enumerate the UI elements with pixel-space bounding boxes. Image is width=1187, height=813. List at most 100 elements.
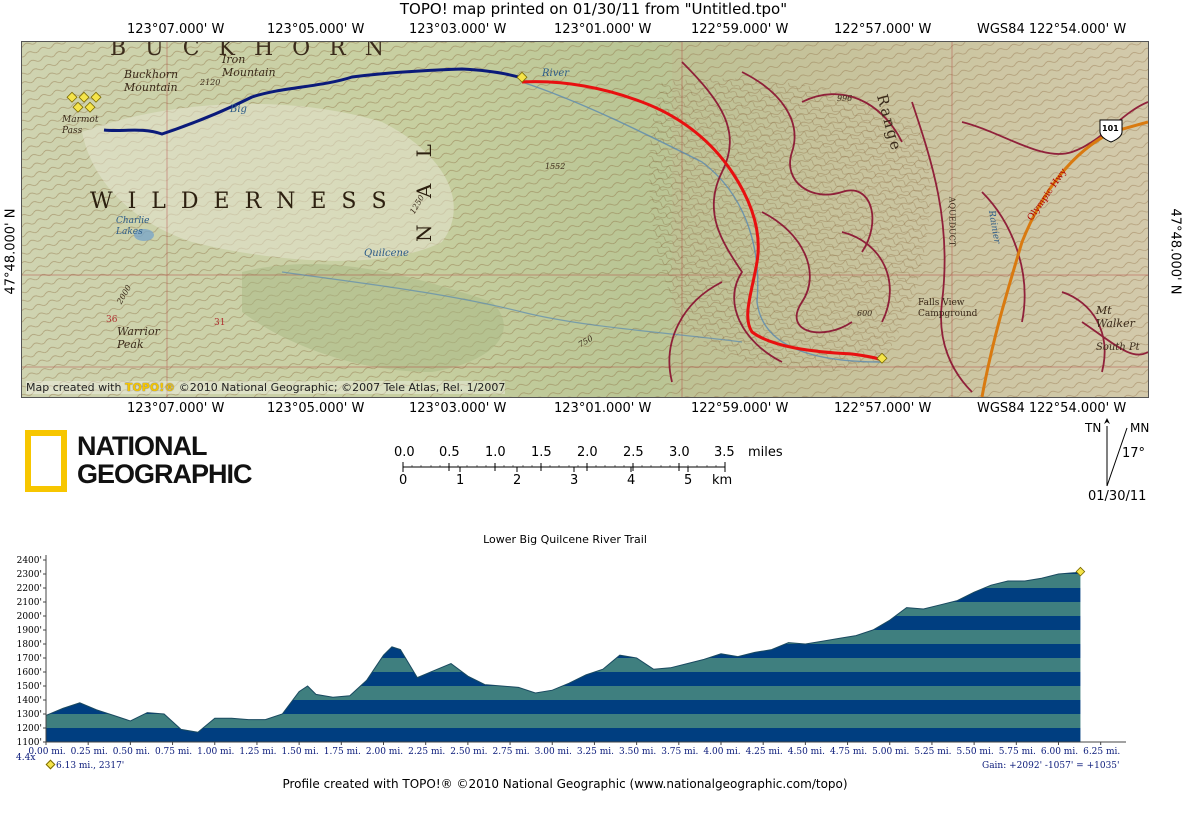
declination-value: 17° bbox=[1122, 446, 1146, 461]
profile-area bbox=[46, 571, 1081, 742]
elevation-band bbox=[46, 658, 1081, 672]
elevation-band bbox=[46, 571, 1081, 574]
x-tick-label: 1.50 mi. bbox=[282, 747, 319, 757]
y-tick-label: 1300' bbox=[17, 710, 42, 720]
profile-end-marker bbox=[1075, 566, 1086, 577]
map-label-south-pt: South Pt bbox=[1096, 342, 1140, 353]
magnetic-north-label: MN bbox=[1130, 421, 1150, 435]
map-label-elev-36: 36 bbox=[106, 315, 118, 325]
x-tick-label: 4.25 mi. bbox=[746, 747, 783, 757]
x-tick-label: 3.50 mi. bbox=[619, 747, 656, 757]
coord-bottom-4: 122°59.000' W bbox=[691, 401, 789, 416]
ng-yellow-border-icon bbox=[25, 430, 67, 492]
x-tick-label: 5.75 mi. bbox=[999, 747, 1036, 757]
coord-top-3: 123°01.000' W bbox=[554, 22, 652, 37]
elevation-band bbox=[46, 602, 1081, 616]
scale-miles-6: 3.0 bbox=[669, 445, 690, 460]
scale-miles-unit: miles bbox=[748, 445, 783, 460]
map-label-tunnel: Quilcene bbox=[364, 248, 409, 259]
x-tick-label: 0.00 mi. bbox=[28, 747, 65, 757]
y-tick-label: 1800' bbox=[17, 640, 42, 650]
scale-km-3: 3 bbox=[570, 473, 579, 488]
coord-bottom-2: 123°03.000' W bbox=[409, 401, 507, 416]
elevation-profile-chart[interactable]: 1100' 1200' 1300' 1400' 1500' 1600' 1700' 1800'… bbox=[0, 545, 1187, 775]
scale-miles-7: 3.5 bbox=[714, 445, 735, 460]
y-tick-label: 2000' bbox=[17, 612, 42, 622]
map-label-buckhorn: B U C K H O R N bbox=[110, 41, 390, 61]
elevation-band bbox=[46, 616, 1081, 630]
y-tick-label: 2300' bbox=[17, 570, 42, 580]
x-tick-label: 0.75 mi. bbox=[155, 747, 192, 757]
scale-bar: 0.0 0.5 1.0 1.5 2.0 2.5 3.0 3.5 miles 0 … bbox=[385, 445, 785, 493]
coord-top-1: 123°05.000' W bbox=[267, 22, 365, 37]
topo-map[interactable]: B U C K H O R N W I L D E R N E S S Buck… bbox=[21, 41, 1149, 398]
x-tick-label: 3.75 mi. bbox=[661, 747, 698, 757]
profile-end-marker-icon bbox=[45, 759, 56, 770]
map-credit-brand: TOPO!® bbox=[124, 381, 176, 394]
y-tick-label: 1500' bbox=[17, 682, 42, 692]
lat-right: 47°48.000' N bbox=[1167, 208, 1183, 295]
y-tick-label: 1100' bbox=[17, 738, 42, 748]
elevation-band bbox=[46, 630, 1081, 644]
scale-km-0: 0 bbox=[399, 473, 408, 488]
ng-line1: NATIONAL bbox=[77, 431, 207, 461]
profile-gain-summary: Gain: +2092' -1057' = +1035' bbox=[982, 761, 1120, 771]
x-tick-label: 6.25 mi. bbox=[1083, 747, 1120, 757]
map-label-mt-walker: Mt Walker bbox=[1096, 304, 1135, 330]
map-label-marmot-pass: Marmot Pass bbox=[62, 115, 99, 136]
trail-markers[interactable] bbox=[66, 71, 888, 364]
profile-summary-distance: 6.13 mi., 2317' bbox=[56, 761, 125, 771]
x-tick-label: 1.25 mi. bbox=[239, 747, 276, 757]
y-tick-label: 1900' bbox=[17, 626, 42, 636]
y-tick-label: 1600' bbox=[17, 668, 42, 678]
scale-miles-5: 2.5 bbox=[623, 445, 644, 460]
y-tick-label: 1200' bbox=[17, 724, 42, 734]
elevation-band bbox=[46, 672, 1081, 686]
forest-roads bbox=[668, 61, 1148, 393]
map-label-national: N A L bbox=[412, 134, 436, 242]
y-tick-label: 2400' bbox=[17, 556, 42, 566]
elevation-band bbox=[46, 700, 1081, 714]
elevation-band bbox=[46, 686, 1081, 700]
map-label-buckhorn-mountain: Buckhorn Mountain bbox=[124, 68, 179, 94]
y-tick-label: 2200' bbox=[17, 584, 42, 594]
coord-bottom-1: 123°05.000' W bbox=[267, 401, 365, 416]
map-label-river: River bbox=[542, 68, 570, 79]
trail-red[interactable] bbox=[521, 80, 883, 362]
x-tick-label: 2.75 mi. bbox=[492, 747, 529, 757]
map-label-wilderness: W I L D E R N E S S bbox=[90, 189, 391, 214]
trail-blue[interactable] bbox=[103, 67, 523, 136]
scale-km-5: 5 bbox=[684, 473, 693, 488]
elevation-band bbox=[46, 588, 1081, 602]
map-credit: Map created with TOPO!® ©2010 National G… bbox=[26, 381, 506, 394]
scale-miles-0: 0.0 bbox=[394, 445, 415, 460]
coord-bottom-3: 123°01.000' W bbox=[554, 401, 652, 416]
map-credit-prefix: Map created with bbox=[26, 381, 125, 394]
profile-footer: Profile created with TOPO!® ©2010 Nation… bbox=[282, 777, 848, 791]
declination-date: 01/30/11 bbox=[1088, 489, 1147, 504]
map-label-aqueduct: AQUEDUCT bbox=[947, 196, 957, 247]
map-label-warrior-peak: Warrior Peak bbox=[117, 325, 160, 351]
x-tick-label: 4.50 mi. bbox=[788, 747, 825, 757]
map-label-falls-view: Falls View Campground bbox=[918, 298, 978, 319]
map-label-elev-2120: 2120 bbox=[200, 78, 221, 87]
coord-top-4: 122°59.000' W bbox=[691, 22, 789, 37]
elevation-band bbox=[46, 728, 1081, 742]
x-tick-label: 0.25 mi. bbox=[71, 747, 108, 757]
tunnel-creek bbox=[281, 271, 743, 343]
scale-miles-1: 0.5 bbox=[439, 445, 460, 460]
scale-miles-3: 1.5 bbox=[531, 445, 552, 460]
scale-km-4: 4 bbox=[627, 473, 636, 488]
route-101-shield bbox=[1099, 119, 1123, 143]
scale-km-2: 2 bbox=[513, 473, 522, 488]
x-tick-label: 0.50 mi. bbox=[113, 747, 150, 757]
scale-bar-ruler bbox=[402, 462, 726, 472]
x-tick-label: 1.00 mi. bbox=[197, 747, 234, 757]
scale-km-unit: km bbox=[712, 473, 733, 488]
coord-top-2: 123°03.000' W bbox=[409, 22, 507, 37]
charlie-lakes bbox=[134, 229, 154, 241]
scale-km-1: 1 bbox=[456, 473, 465, 488]
elevation-band bbox=[46, 644, 1081, 658]
elevation-band bbox=[46, 574, 1081, 588]
y-tick-label: 1700' bbox=[17, 654, 42, 664]
